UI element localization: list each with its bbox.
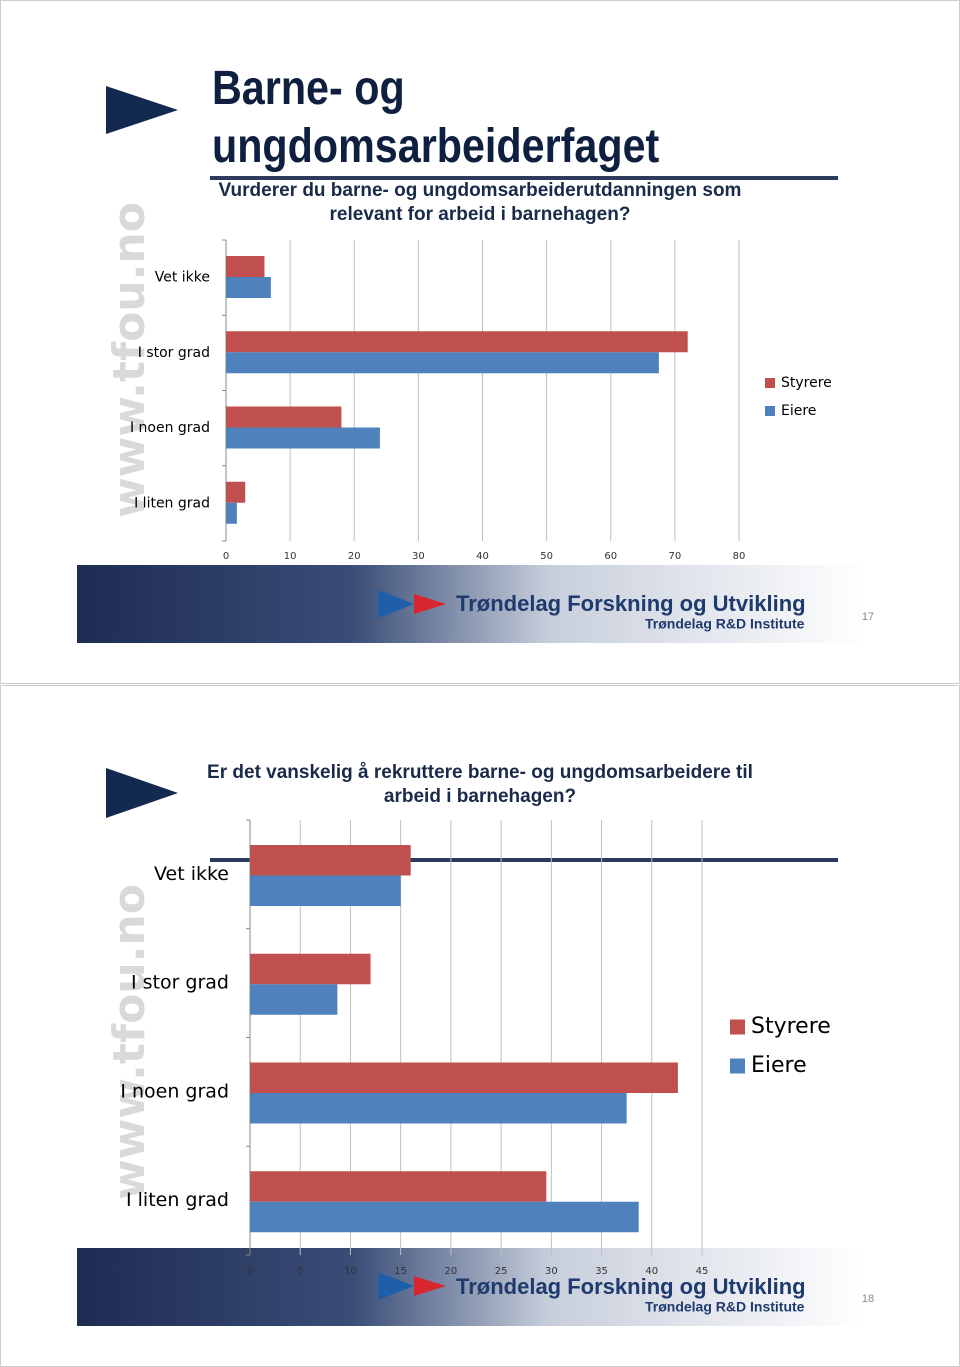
x-tick-label: 5 (297, 1266, 303, 1277)
bar (250, 984, 338, 1015)
chart-title: Vurderer du barne- og ungdomsarbeiderutd… (218, 180, 742, 225)
footer-banner (77, 565, 865, 643)
bar (250, 1201, 639, 1233)
bar (226, 277, 271, 298)
category-label: I liten grad (126, 1189, 229, 1211)
category-label: Vet ikke (154, 863, 229, 885)
bar (226, 406, 342, 428)
bar (250, 953, 371, 985)
x-tick-label: 35 (595, 1266, 608, 1277)
x-tick-label: 60 (604, 551, 617, 562)
slide-heading: Barne- og ungdomsarbeiderfaget (212, 62, 660, 173)
bar (250, 845, 411, 876)
category-label: Vet ikke (155, 270, 210, 286)
logo-flag (414, 594, 446, 614)
legend-label: Styrere (781, 375, 832, 391)
arrow-logo (106, 86, 178, 134)
bar (250, 1171, 547, 1202)
category-label: I liten grad (134, 495, 210, 511)
watermark: www.tfou.no (104, 884, 155, 1200)
x-tick-label: 0 (223, 551, 229, 562)
x-tick-label: 20 (445, 1266, 458, 1277)
legend-swatch (765, 406, 775, 416)
bar (226, 481, 246, 503)
arrow-logo (106, 768, 178, 818)
x-tick-label: 40 (645, 1266, 658, 1277)
logo-title: Trøndelag Forskning og Utvikling (456, 1274, 806, 1299)
footer-banner (77, 1248, 865, 1326)
x-tick-label: 40 (476, 551, 489, 562)
category-label: I noen grad (120, 1080, 229, 1102)
x-tick-label: 10 (344, 1266, 357, 1277)
x-tick-label: 45 (696, 1266, 709, 1277)
bar (226, 256, 265, 277)
category-label: I noen grad (130, 420, 210, 436)
bar (226, 352, 659, 374)
legend-swatch (730, 1058, 745, 1074)
legend-swatch (730, 1019, 745, 1035)
bar (250, 1062, 678, 1093)
watermark: www.tfou.no (104, 202, 155, 518)
bar (250, 1093, 627, 1124)
x-tick-label: 20 (348, 551, 361, 562)
x-tick-label: 10 (284, 551, 297, 562)
logo-title: Trøndelag Forskning og Utvikling (456, 591, 806, 616)
page-number: 18 (862, 1293, 874, 1305)
category-label: I stor grad (131, 972, 229, 994)
logo-subtitle: Trøndelag R&D Institute (645, 616, 805, 632)
x-tick-label: 70 (669, 551, 682, 562)
logo-flag (414, 1276, 446, 1296)
logo-subtitle: Trøndelag R&D Institute (645, 1299, 805, 1315)
x-tick-label: 25 (495, 1266, 508, 1277)
legend-swatch (765, 378, 775, 388)
page-number: 17 (862, 611, 874, 623)
bar (226, 331, 688, 353)
bar (226, 502, 237, 524)
chart-title: Er det vanskelig å rekruttere barne- og … (207, 762, 753, 807)
legend-label: Styrere (751, 1014, 831, 1039)
bar (250, 875, 401, 906)
x-tick-label: 80 (733, 551, 746, 562)
x-tick-label: 30 (545, 1266, 558, 1277)
x-tick-label: 50 (540, 551, 553, 562)
category-label: I stor grad (138, 345, 210, 361)
legend-label: Eiere (781, 403, 816, 419)
bar (226, 427, 380, 449)
x-tick-label: 15 (394, 1266, 407, 1277)
logo-flag (378, 1272, 414, 1300)
x-tick-label: 0 (247, 1266, 253, 1277)
x-tick-label: 30 (412, 551, 425, 562)
logo-flag (378, 590, 414, 618)
legend-label: Eiere (751, 1053, 807, 1078)
